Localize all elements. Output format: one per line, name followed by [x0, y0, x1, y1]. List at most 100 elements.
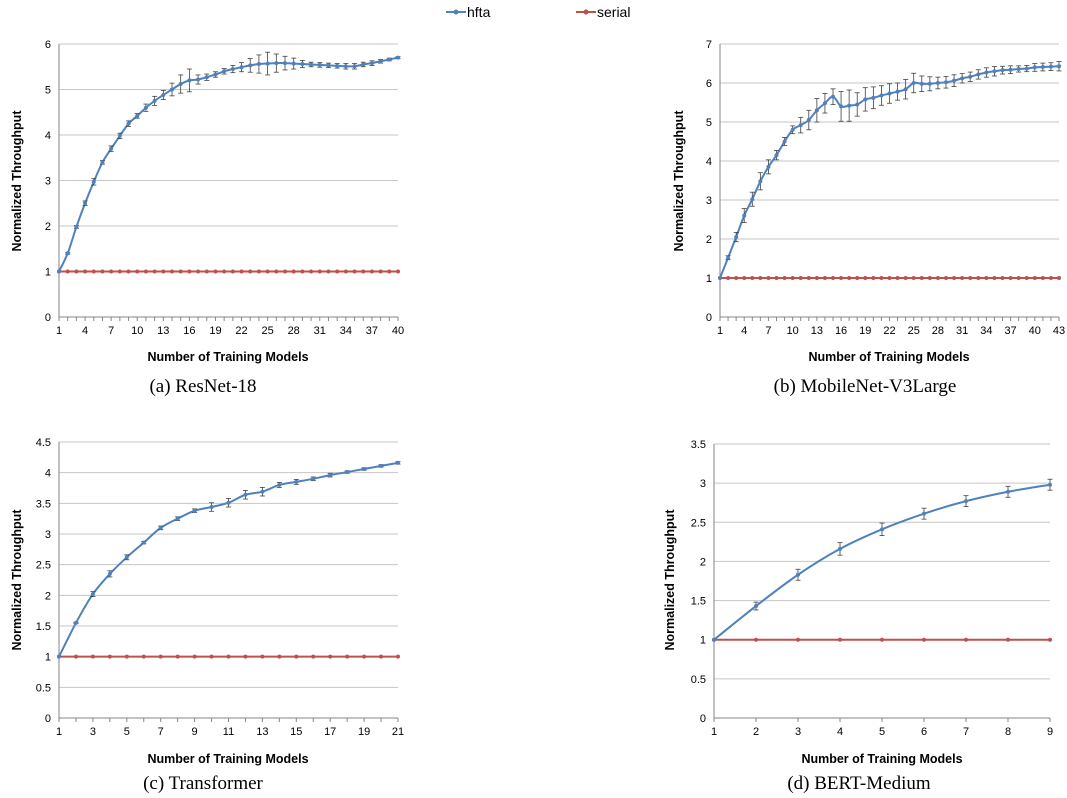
data-point-serial: [294, 654, 299, 659]
x-tick-label: 7: [108, 325, 114, 337]
data-point-hfta: [1032, 65, 1037, 70]
data-point-hfta: [935, 81, 940, 85]
x-tick-label: 22: [883, 325, 895, 337]
data-point-serial: [291, 269, 296, 274]
x-tick-label: 25: [908, 325, 920, 337]
data-point-serial: [274, 269, 279, 274]
data-point-serial: [919, 276, 924, 280]
data-point-hfta: [260, 489, 265, 494]
data-point-serial: [976, 276, 981, 280]
data-point-serial: [871, 276, 876, 280]
x-tick-label: 7: [765, 325, 771, 337]
x-axis-label: Number of Training Models: [801, 752, 962, 766]
legend-hfta-label: hfta: [467, 4, 491, 20]
data-point-serial: [135, 269, 140, 274]
data-point-serial: [742, 276, 747, 280]
x-tick-label: 4: [837, 726, 843, 738]
data-point-hfta: [343, 64, 348, 69]
data-point-hfta: [222, 69, 227, 74]
data-point-hfta: [107, 571, 112, 576]
data-point-hfta: [903, 87, 908, 92]
data-point-serial: [880, 637, 884, 642]
data-point-serial: [226, 654, 231, 659]
data-point-hfta: [256, 62, 261, 67]
data-point-serial: [1006, 637, 1010, 642]
x-tick-label: 11: [223, 726, 234, 738]
data-point-hfta: [718, 276, 722, 280]
data-point-serial: [309, 269, 314, 274]
data-point-hfta: [838, 546, 842, 551]
data-point-hfta: [1048, 482, 1052, 487]
data-point-hfta: [74, 224, 79, 229]
data-point-hfta: [158, 525, 163, 530]
data-point-hfta: [919, 81, 924, 86]
data-point-hfta: [230, 67, 235, 72]
data-point-serial: [361, 269, 366, 274]
data-point-serial: [855, 276, 860, 280]
data-point-serial: [209, 654, 214, 659]
data-point-serial: [960, 276, 965, 280]
data-point-serial: [847, 276, 852, 280]
data-point-hfta: [135, 113, 140, 118]
y-tick-label: 0: [700, 713, 706, 725]
data-point-hfta: [239, 65, 244, 70]
data-point-hfta: [831, 94, 835, 99]
data-point-serial: [754, 637, 758, 642]
y-axis-label: Normalized Throughput: [10, 509, 24, 651]
legend-serial-marker: [583, 9, 589, 15]
y-tick-label: 6: [706, 78, 712, 90]
y-tick-label: 3: [45, 176, 51, 188]
data-point-hfta: [73, 620, 78, 625]
data-point-hfta: [879, 93, 884, 98]
data-point-serial: [345, 654, 350, 659]
mobilenet-v3large-chart: (b) MobileNet-V3Large Number of Training…: [672, 39, 1065, 397]
y-tick-label: 2: [706, 234, 712, 246]
data-point-serial: [90, 654, 95, 659]
caption-resnet-18: (a) ResNet-18: [149, 376, 256, 397]
x-axis-label: Number of Training Models: [147, 752, 308, 766]
caption-bert-medium: (d) BERT-Medium: [787, 773, 931, 794]
data-point-serial: [283, 269, 287, 274]
y-tick-label: 4: [45, 130, 51, 142]
data-point-hfta: [187, 78, 192, 83]
data-point-hfta: [968, 74, 973, 79]
y-tick-label: 2: [45, 221, 51, 233]
data-point-serial: [911, 276, 916, 280]
data-point-hfta: [922, 511, 926, 516]
x-tick-label: 17: [324, 726, 336, 738]
data-point-hfta: [277, 482, 282, 487]
y-tick-label: 5: [706, 117, 712, 129]
data-point-serial: [396, 654, 400, 659]
data-point-serial: [903, 276, 908, 280]
y-tick-label: 1: [45, 267, 51, 279]
data-point-hfta: [152, 98, 157, 103]
y-tick-label: 7: [706, 39, 712, 51]
data-point-serial: [317, 269, 322, 274]
data-point-serial: [187, 269, 192, 274]
data-point-hfta: [196, 77, 201, 82]
data-point-hfta: [952, 78, 957, 83]
data-point-hfta: [283, 61, 287, 66]
data-point-serial: [1032, 276, 1037, 280]
data-point-serial: [256, 269, 261, 274]
data-point-hfta: [1040, 65, 1045, 70]
y-axis-label: Normalized Throughput: [672, 110, 686, 252]
y-tick-label: 4: [706, 156, 712, 168]
caption-mobilenet-v3large: (b) MobileNet-V3Large: [774, 376, 957, 397]
data-point-serial: [311, 654, 316, 659]
data-point-serial: [964, 637, 968, 642]
x-tick-label: 5: [124, 726, 130, 738]
x-tick-label: 13: [811, 325, 823, 337]
data-point-serial: [117, 269, 122, 274]
data-point-hfta: [964, 499, 968, 504]
x-tick-label: 4: [82, 325, 88, 337]
y-tick-label: 2: [45, 590, 51, 602]
data-point-hfta: [712, 637, 716, 642]
data-point-hfta: [871, 95, 876, 100]
data-point-serial: [992, 276, 997, 280]
transformer-chart: (c) Transformer Number of Training Model…: [10, 437, 404, 794]
y-tick-label: 1: [706, 273, 712, 285]
data-point-hfta: [90, 592, 95, 597]
data-point-hfta: [161, 92, 166, 97]
data-point-serial: [968, 276, 973, 280]
